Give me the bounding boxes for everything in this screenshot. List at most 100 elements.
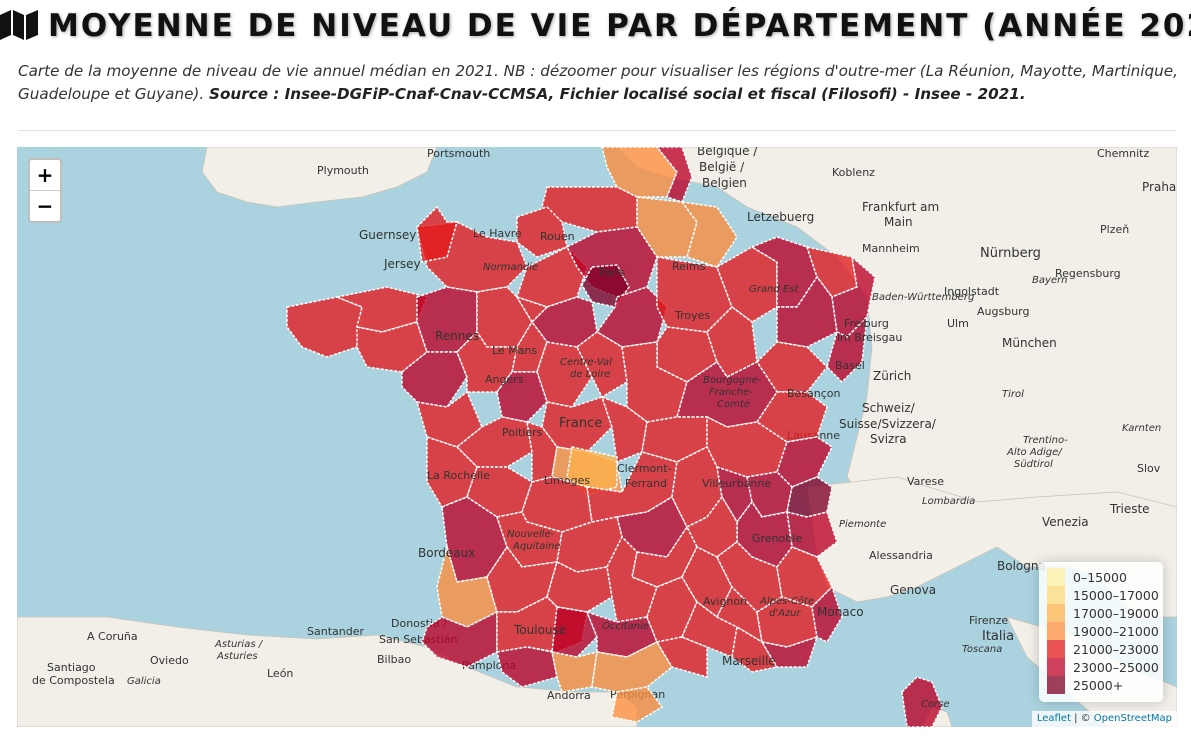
dept-alpes-maritimes[interactable] <box>811 585 843 643</box>
attribution-separator: | © <box>1070 713 1094 724</box>
dept-vendee[interactable] <box>415 390 483 448</box>
dept-somme[interactable] <box>541 186 638 233</box>
svg-text:Rennes: Rennes <box>435 329 479 343</box>
dept-var[interactable] <box>760 635 819 668</box>
svg-text:A Coruña: A Coruña <box>87 630 138 643</box>
dept-vienne[interactable] <box>526 420 558 483</box>
svg-text:Schweiz/: Schweiz/ <box>862 401 916 415</box>
legend-label: 19000–21000 <box>1073 623 1159 639</box>
svg-text:Slov: Slov <box>1137 462 1161 475</box>
legend-item: 23000–25000 <box>1047 658 1163 676</box>
svg-text:Firenze: Firenze <box>969 614 1008 627</box>
svg-text:Santander: Santander <box>307 625 364 638</box>
svg-text:Oviedo: Oviedo <box>150 654 189 667</box>
svg-text:Basel: Basel <box>835 359 865 372</box>
svg-text:Koblenz: Koblenz <box>832 166 875 179</box>
svg-text:Augsburg: Augsburg <box>977 305 1029 318</box>
leaflet-link[interactable]: Leaflet <box>1036 713 1071 724</box>
dept-manche[interactable] <box>416 205 458 263</box>
map-container[interactable]: Plymouth Portsmouth Guernsey Jersey Belg… <box>17 147 1177 727</box>
osm-link[interactable]: OpenStreetMap <box>1093 713 1172 724</box>
svg-text:Le Havre: Le Havre <box>473 227 522 240</box>
svg-text:Santiago: Santiago <box>47 661 96 674</box>
legend-item: 25000+ <box>1047 676 1163 694</box>
subtitle-text: Carte de la moyenne de niveau de vie ann… <box>18 62 1178 103</box>
svg-text:Bayern: Bayern <box>1032 275 1068 286</box>
svg-text:Praha: Praha <box>1142 180 1176 194</box>
svg-text:Italia: Italia <box>982 629 1014 644</box>
svg-text:Trieste: Trieste <box>1109 502 1150 516</box>
map-canvas[interactable]: Plymouth Portsmouth Guernsey Jersey Belg… <box>17 147 1177 727</box>
svg-text:Nürnberg: Nürnberg <box>980 246 1041 261</box>
dept-finistere[interactable] <box>286 296 363 358</box>
svg-text:Centre-Val: Centre-Val <box>560 357 612 368</box>
page-title-text: MOYENNE DE NIVEAU DE VIE PAR DÉPARTEMENT… <box>48 8 1191 44</box>
svg-text:Reims: Reims <box>672 260 706 273</box>
svg-text:Troyes: Troyes <box>674 309 710 322</box>
dept-moselle-east[interactable] <box>805 245 858 298</box>
svg-text:Mannheim: Mannheim <box>862 242 920 255</box>
svg-text:Le Mans: Le Mans <box>492 344 537 357</box>
dept-haute-garonne[interactable] <box>551 606 598 658</box>
svg-text:München: München <box>1002 336 1057 350</box>
legend-item: 21000–23000 <box>1047 640 1163 658</box>
dept-aude[interactable] <box>591 641 673 693</box>
dept-ille-et-vilaine[interactable] <box>416 286 478 353</box>
legend-label: 23000–25000 <box>1073 659 1159 675</box>
dept-meurthe[interactable] <box>776 275 838 348</box>
dept-corse[interactable] <box>901 676 943 727</box>
dept-allier[interactable] <box>586 451 678 523</box>
dept-indre[interactable] <box>541 396 613 453</box>
svg-text:Occitanie: Occitanie <box>602 621 649 632</box>
svg-text:Alto Adige/: Alto Adige/ <box>1006 447 1063 458</box>
dept-haut-rhin[interactable] <box>826 314 868 384</box>
france-labels: Rouen Le Havre Paris Reims Troyes Rennes… <box>418 227 950 710</box>
svg-text:France: France <box>559 416 602 431</box>
svg-text:Asturies: Asturies <box>216 651 258 662</box>
zoom-in-button[interactable]: + <box>30 160 60 191</box>
dept-saone-et-loire[interactable] <box>706 415 788 478</box>
dept-ardennes[interactable] <box>680 201 738 268</box>
map-attribution: Leaflet | © OpenStreetMap <box>1031 711 1177 727</box>
svg-text:Belgique /: Belgique / <box>697 147 758 158</box>
svg-text:Letzebuerg: Letzebuerg <box>747 210 814 224</box>
svg-text:Monaco: Monaco <box>817 605 864 619</box>
france-departments[interactable] <box>286 147 943 727</box>
dept-loire-atlantique[interactable] <box>401 351 468 408</box>
svg-text:Normandie: Normandie <box>483 262 538 273</box>
svg-text:Bilbao: Bilbao <box>377 653 411 666</box>
dept-pyrenees-orientales[interactable] <box>611 686 664 723</box>
dept-hautes-pyrenees[interactable] <box>496 646 558 688</box>
dept-nord[interactable] <box>601 147 678 198</box>
zoom-out-button[interactable]: − <box>36 194 54 218</box>
svg-text:Belgien: Belgien <box>702 176 747 190</box>
svg-text:de Compostela: de Compostela <box>32 674 115 687</box>
divider <box>18 130 1176 131</box>
dept-herault[interactable] <box>655 636 708 678</box>
legend-swatch <box>1047 640 1065 658</box>
svg-text:Karnten: Karnten <box>1122 423 1161 434</box>
legend-label: 15000–17000 <box>1073 587 1159 603</box>
svg-text:León: León <box>267 667 293 680</box>
page-subtitle: Carte de la moyenne de niveau de vie ann… <box>18 60 1178 106</box>
zoom-control: + − <box>28 158 62 223</box>
svg-text:Alpes-Côte: Alpes-Côte <box>759 595 814 607</box>
dept-loiret[interactable] <box>576 331 628 399</box>
dept-vaucluse[interactable] <box>715 585 764 644</box>
dept-yonne[interactable] <box>621 341 688 423</box>
dept-savoie[interactable] <box>786 511 838 558</box>
dept-ariege[interactable] <box>551 651 598 693</box>
svg-text:Asturias /: Asturias / <box>214 639 264 650</box>
svg-text:Baden-Württemberg: Baden-Württemberg <box>872 292 974 303</box>
svg-text:Regensburg: Regensburg <box>1055 267 1121 280</box>
dept-ardeche[interactable] <box>681 545 733 619</box>
legend-swatch <box>1047 604 1065 622</box>
legend-label: 0–15000 <box>1073 569 1127 585</box>
dept-lot[interactable] <box>546 560 613 613</box>
svg-text:Portsmouth: Portsmouth <box>427 147 490 160</box>
dept-aveyron[interactable] <box>606 535 658 623</box>
svg-text:im Breisgau: im Breisgau <box>837 331 902 344</box>
svg-text:Südtirol: Südtirol <box>1014 459 1053 470</box>
dept-gard[interactable] <box>681 600 738 659</box>
svg-text:Lombardia: Lombardia <box>922 496 975 507</box>
